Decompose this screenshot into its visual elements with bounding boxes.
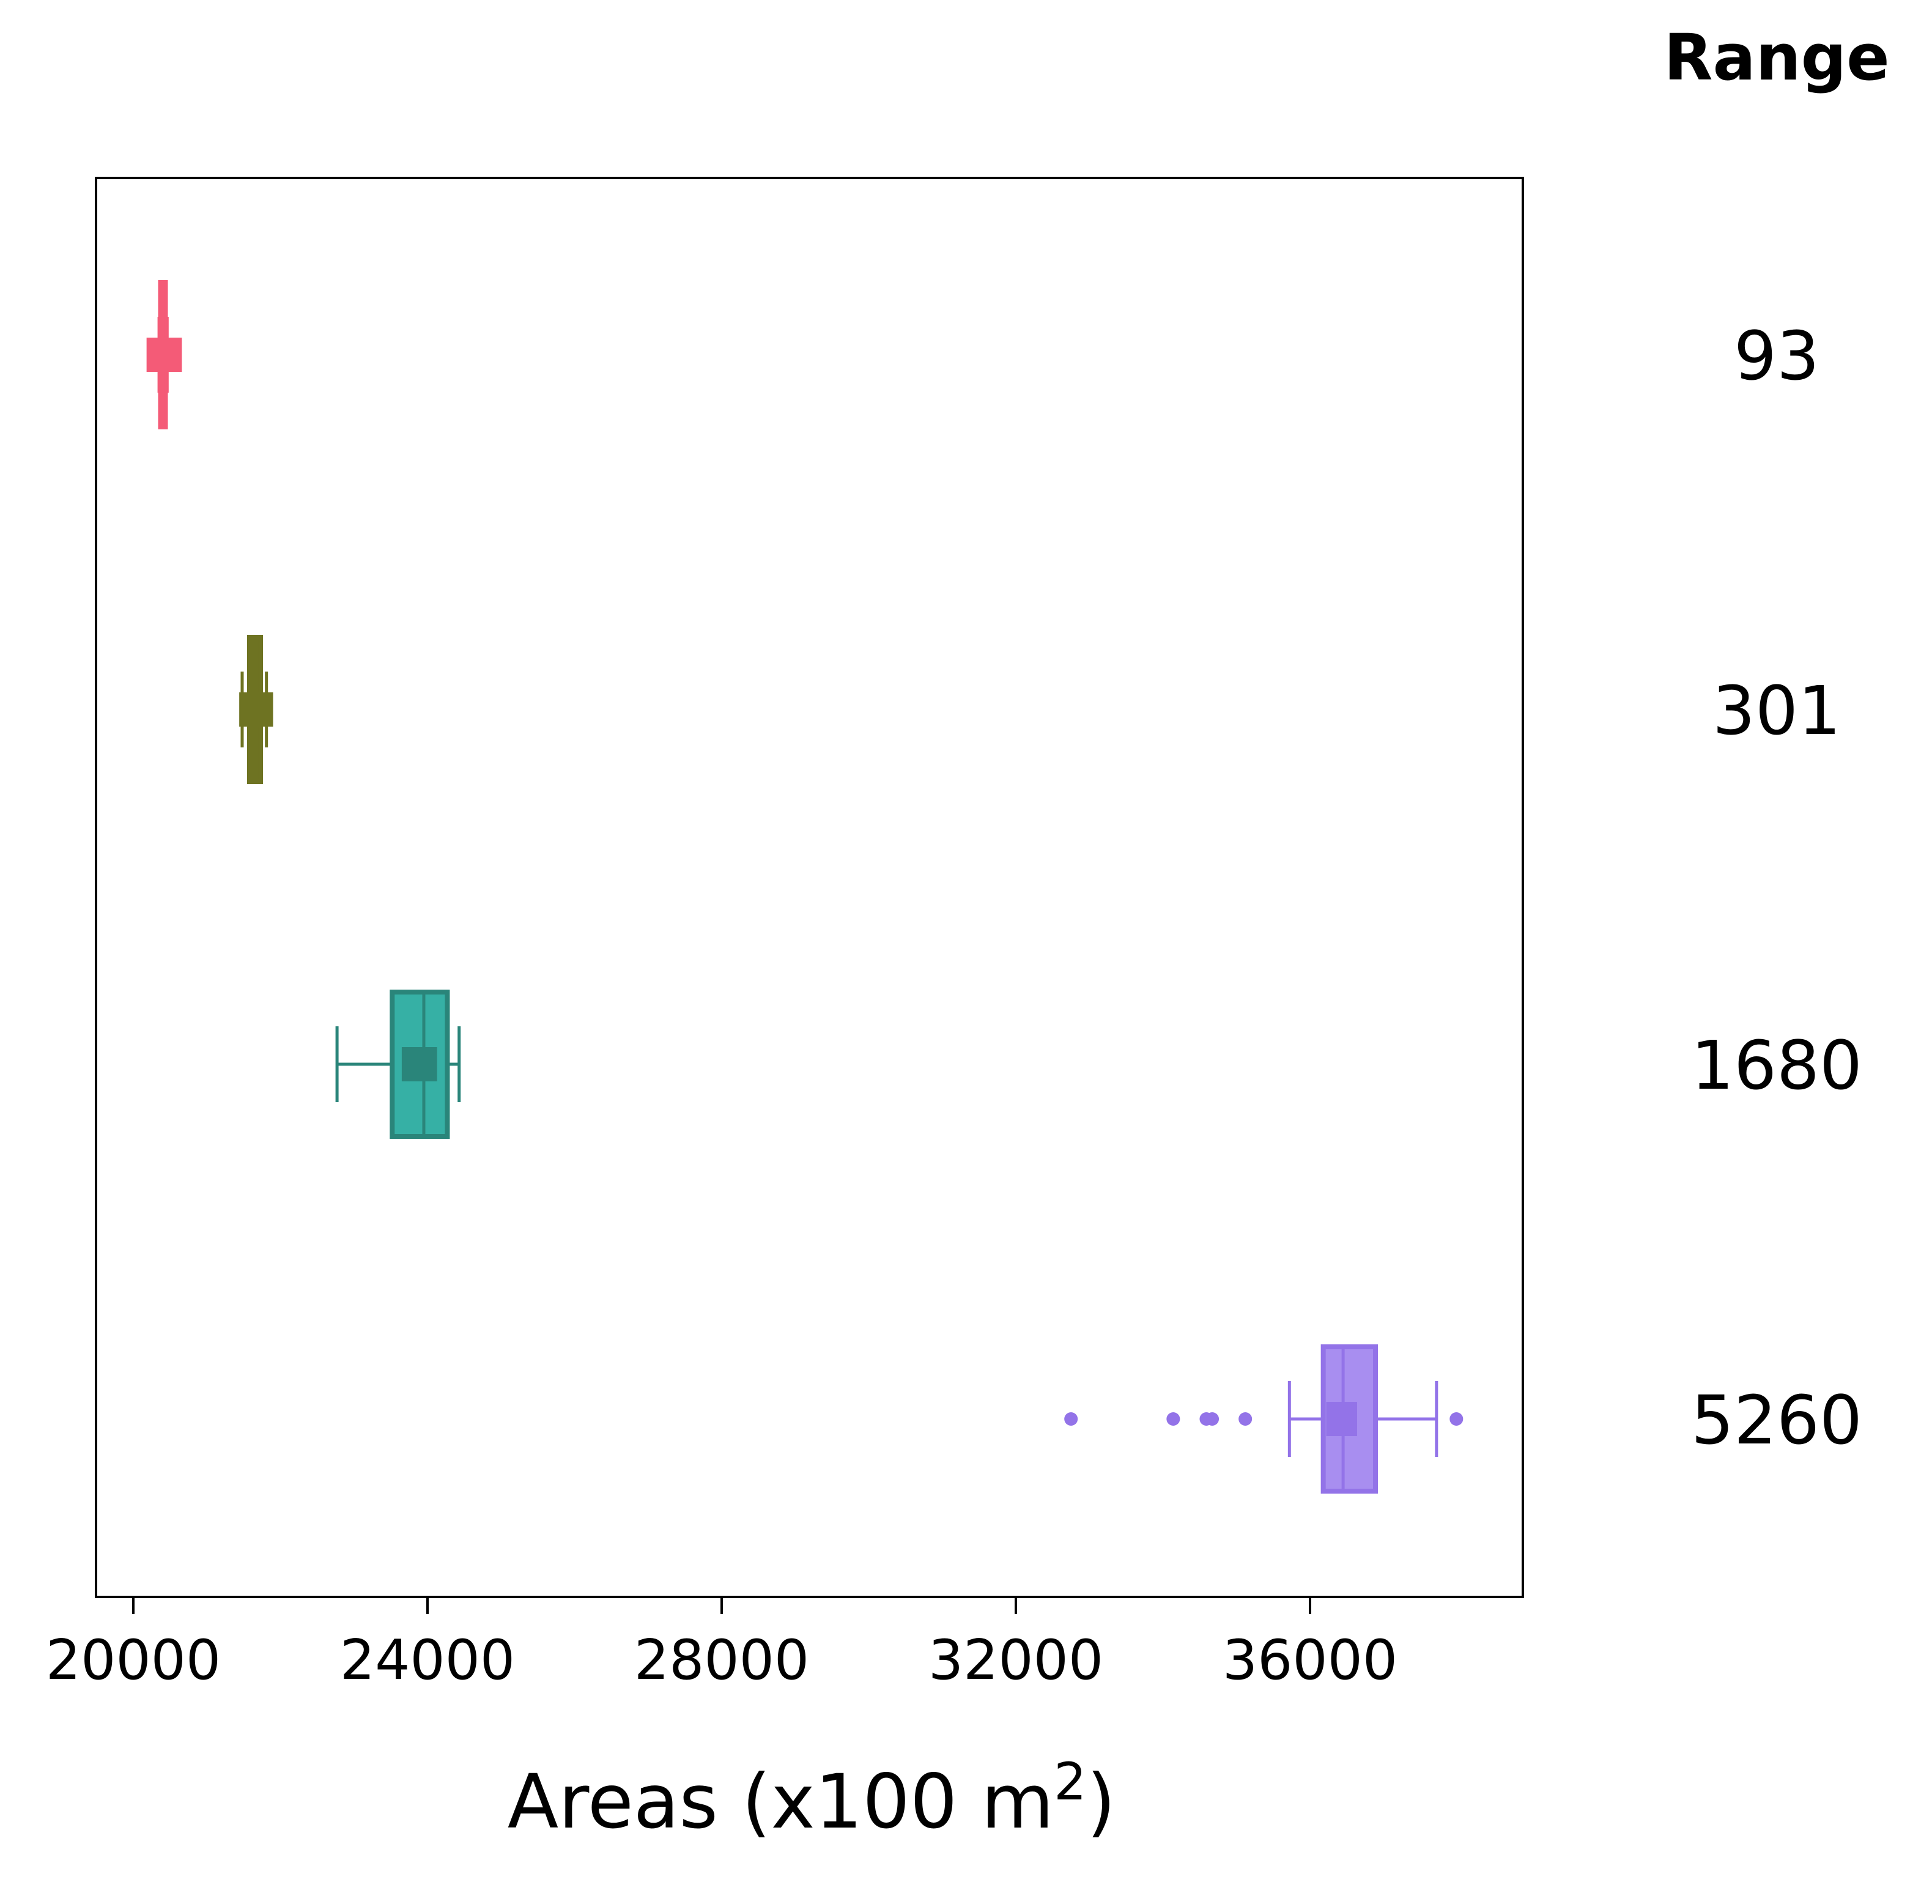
box-series-93: [146, 280, 182, 429]
x-tick-label: 20000: [46, 1628, 221, 1692]
x-axis-label: Areas (x100 m2): [508, 1752, 1116, 1845]
plot-frame: [95, 177, 1524, 1598]
outlier-point: [1238, 1412, 1253, 1426]
mean-marker: [146, 338, 182, 372]
x-tick-label: 32000: [928, 1628, 1103, 1692]
box-series-5260: [1064, 1344, 1464, 1494]
x-tick-label: 36000: [1223, 1628, 1397, 1692]
mean-marker: [239, 692, 273, 727]
range-label: 93: [1734, 317, 1819, 395]
box-series-301: [239, 635, 273, 784]
x-tick-label: 28000: [634, 1628, 809, 1692]
mean-marker: [1326, 1402, 1357, 1436]
outlier-point: [1205, 1412, 1220, 1426]
x-axis-label-superscript: 2: [1054, 1752, 1086, 1812]
range-label: 1680: [1691, 1026, 1862, 1105]
x-axis-ticks: 20000 24000 28000 32000 36000: [46, 1597, 1397, 1692]
range-label: 301: [1712, 672, 1841, 750]
outlier-point: [1064, 1412, 1078, 1426]
mean-marker: [401, 1047, 437, 1081]
boxes-layer: [146, 280, 1464, 1494]
box-series-1680: [335, 990, 461, 1139]
outlier-point: [1166, 1412, 1180, 1426]
x-tick-label: 24000: [340, 1628, 515, 1692]
outlier-point: [1449, 1412, 1464, 1426]
range-labels: 93 301 1680 5260: [1691, 317, 1862, 1459]
range-label: 5260: [1691, 1381, 1862, 1459]
range-header: Range: [1664, 20, 1889, 95]
